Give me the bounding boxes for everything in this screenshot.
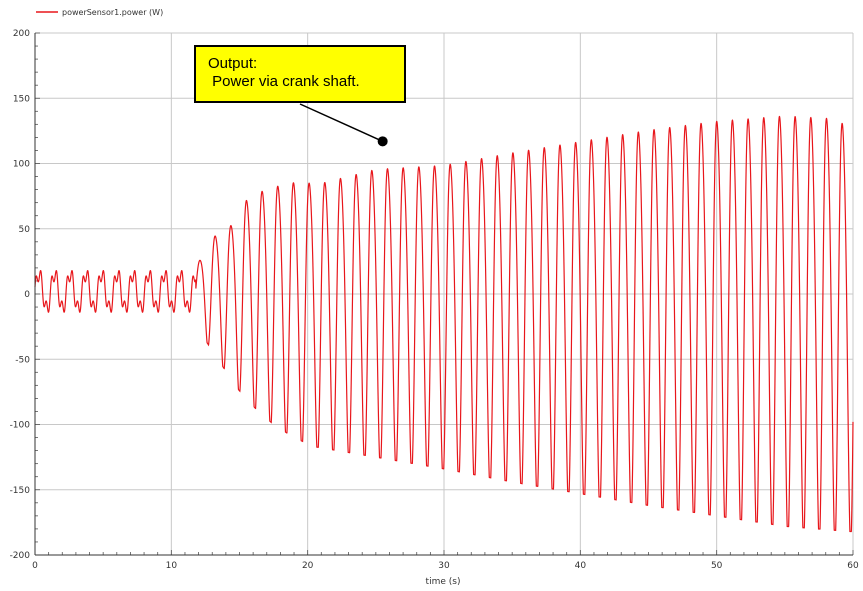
legend: powerSensor1.power (W) (36, 8, 163, 17)
x-axis-title: time (s) (426, 577, 461, 587)
y-tick-label: -50 (15, 355, 30, 365)
x-tick-label: 0 (32, 561, 38, 571)
x-tick-label: 30 (438, 561, 450, 571)
y-tick-label: 50 (19, 225, 31, 235)
annotation-line-1: Output: (208, 55, 258, 72)
y-tick-label: 0 (24, 290, 30, 300)
x-tick-label: 40 (575, 561, 587, 571)
annotation-callout: Output: Power via crank shaft. (194, 45, 406, 103)
tick-labels: 0 10 20 30 40 50 60 -200 -150 -100 -50 0 50 100 150 200 (10, 29, 859, 571)
y-tick-label: 150 (13, 94, 30, 104)
x-tick-label: 50 (711, 561, 723, 571)
y-tick-label: 100 (13, 160, 30, 170)
y-tick-label: -100 (10, 421, 31, 431)
y-tick-label: -200 (10, 551, 31, 561)
x-tick-label: 10 (166, 561, 178, 571)
chart-grid (34, 32, 854, 556)
chart-axes (34, 33, 853, 556)
series-layer (34, 115, 854, 533)
annotation-layer (299, 103, 388, 147)
annotation-leader-line (299, 103, 383, 142)
annotation-marker-dot (377, 136, 388, 147)
x-tick-label: 60 (847, 561, 859, 571)
series-line-power (34, 115, 854, 533)
legend-label: powerSensor1.power (W) (62, 8, 163, 17)
annotation-line-2: Power via crank shaft. (208, 73, 360, 90)
y-tick-label: 200 (13, 29, 30, 39)
x-tick-label: 20 (302, 561, 314, 571)
y-tick-label: -150 (10, 486, 31, 496)
